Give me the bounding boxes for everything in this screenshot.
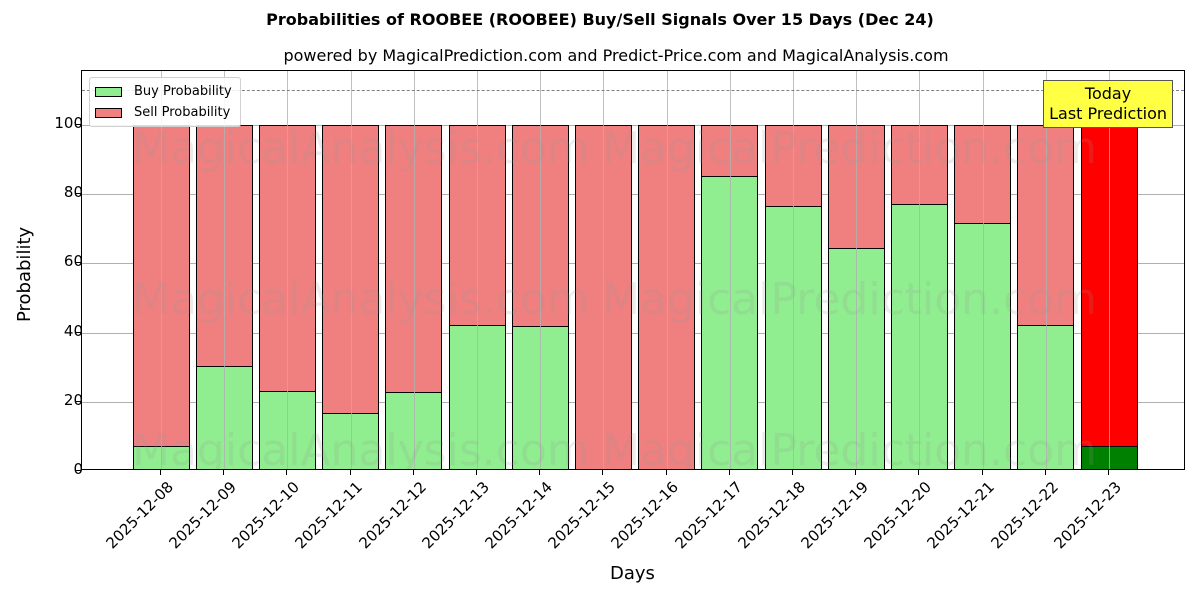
gridline-horizontal	[82, 401, 1184, 403]
x-tick-label: 2025-12-20	[860, 478, 936, 553]
x-tick-mark	[349, 470, 351, 475]
x-tick-label: 2025-12-09	[165, 478, 240, 553]
y-tick-label: 80	[63, 183, 83, 202]
y-tick-label: 40	[63, 321, 83, 340]
gridline-vertical	[666, 71, 668, 469]
x-tick-label: 2025-12-17	[671, 478, 746, 553]
gridline-vertical	[856, 71, 858, 469]
y-tick-mark	[76, 470, 81, 471]
today-annotation-line2: Last Prediction	[1049, 104, 1167, 123]
x-tick-label: 2025-12-16	[607, 478, 683, 553]
x-tick-mark	[665, 470, 667, 475]
gridline-horizontal	[82, 125, 1184, 126]
x-tick-label: 2025-12-18	[734, 478, 809, 553]
plot-area: MagicalAnalysis.comMagicalPrediction.com…	[81, 70, 1185, 470]
x-tick-label: 2025-12-15	[544, 478, 620, 553]
legend-item-sell: Sell Probability	[95, 102, 232, 123]
chart-subtitle: powered by MagicalPrediction.com and Pre…	[283, 46, 949, 65]
x-tick-mark	[1044, 470, 1046, 475]
x-tick-mark	[728, 470, 730, 475]
x-tick-label: 2025-12-22	[987, 478, 1062, 553]
x-tick-label: 2025-12-08	[102, 478, 177, 553]
x-tick-mark	[412, 470, 414, 475]
gridline-vertical	[161, 71, 162, 469]
gridline-horizontal	[82, 263, 1184, 265]
gridline-vertical	[413, 71, 415, 469]
gridline-vertical	[350, 71, 352, 469]
x-tick-label: 2025-12-12	[355, 478, 430, 553]
y-tick-mark	[76, 124, 81, 125]
chart-title: Probabilities of ROOBEE (ROOBEE) Buy/Sel…	[266, 10, 934, 29]
gridline-horizontal	[82, 194, 1184, 196]
buy-swatch-icon	[95, 86, 122, 97]
y-tick-mark	[76, 262, 81, 264]
reference-dashed-line	[82, 90, 1184, 92]
y-tick-label: 100	[54, 114, 83, 132]
x-tick-label: 2025-12-10	[228, 478, 304, 553]
x-axis-label: Days	[610, 563, 655, 584]
x-tick-label: 2025-12-11	[291, 478, 367, 553]
x-tick-mark	[602, 470, 604, 475]
x-tick-mark	[792, 470, 793, 475]
legend: Buy Probability Sell Probability	[89, 77, 241, 127]
sell-swatch-icon	[95, 107, 122, 118]
x-tick-mark	[223, 470, 225, 475]
x-tick-mark	[476, 470, 477, 475]
gridline-vertical	[1109, 71, 1110, 469]
x-tick-label: 2025-12-23	[1050, 478, 1125, 553]
x-tick-mark	[981, 470, 983, 475]
gridline-vertical	[540, 71, 542, 469]
gridline-vertical	[603, 71, 605, 469]
y-tick-label: 60	[63, 252, 83, 271]
x-tick-mark	[286, 470, 288, 475]
gridline-vertical	[982, 71, 984, 469]
x-tick-mark	[160, 470, 161, 475]
y-tick-label: 0	[73, 460, 83, 478]
gridline-horizontal	[82, 332, 1184, 334]
gridline-vertical	[1045, 71, 1047, 469]
x-tick-mark	[855, 470, 857, 475]
today-annotation-line1: Today	[1084, 84, 1132, 103]
gridline-vertical	[793, 71, 794, 469]
x-tick-label: 2025-12-13	[418, 478, 493, 553]
y-tick-label: 20	[63, 390, 83, 409]
y-tick-mark	[76, 193, 81, 195]
x-tick-mark	[918, 470, 920, 475]
y-tick-mark	[76, 400, 81, 402]
x-tick-label: 2025-12-14	[481, 478, 556, 553]
legend-item-buy: Buy Probability	[95, 81, 232, 102]
gridline-vertical	[287, 71, 289, 469]
legend-sell-label: Sell Probability	[134, 105, 231, 120]
legend-buy-label: Buy Probability	[134, 84, 232, 99]
y-axis-label-text: Probability	[14, 226, 35, 322]
x-tick-mark	[539, 470, 541, 475]
x-tick-mark	[1108, 470, 1109, 475]
gridline-vertical	[477, 71, 478, 469]
x-tick-label: 2025-12-21	[923, 478, 999, 553]
gridline-vertical	[919, 71, 921, 469]
gridline-vertical	[224, 71, 226, 469]
x-tick-label: 2025-12-19	[797, 478, 872, 553]
y-tick-mark	[76, 331, 81, 333]
gridline-vertical	[729, 71, 731, 469]
today-annotation: Today Last Prediction	[1043, 80, 1173, 128]
